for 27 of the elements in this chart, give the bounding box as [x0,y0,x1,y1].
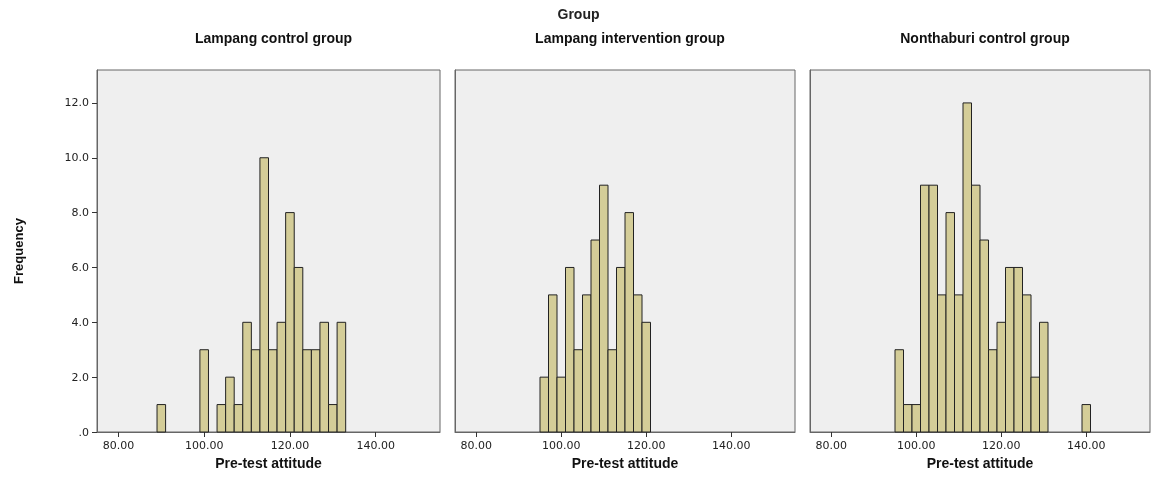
x-tick-label: 100.00 [542,439,581,452]
chart-title: Lampang intervention group [535,30,725,46]
y-tick-label: .0 [78,425,89,439]
y-tick-label: 4.0 [71,315,89,329]
x-tick-label: 140.00 [712,439,751,452]
y-axis-title: Frequency [11,217,26,284]
x-tick-label: 80.00 [102,439,135,452]
x-tick-label: 80.00 [815,439,847,452]
x-axis-title: Pre-test attitude [215,455,322,471]
y-tick-label: 10.0 [64,151,89,165]
x-axis-title: Pre-test attitude [571,455,679,471]
x-tick-label: 100.00 [184,439,224,452]
x-tick-label: 120.00 [270,439,310,452]
chart-title: Lampang control group [194,30,353,46]
x-tick-label: 80.00 [460,439,492,452]
text: Group [556,6,601,22]
x-tick-label: 100.00 [897,439,936,452]
x-tick-label: 120.00 [982,439,1021,452]
y-tick-label: 8.0 [71,206,89,220]
x-axis-title: Pre-test attitude [926,455,1034,471]
x-tick-label: 140.00 [1067,439,1106,452]
y-tick-label: 6.0 [71,260,89,274]
y-tick-label: 12.0 [64,96,89,110]
x-tick-label: 120.00 [627,439,666,452]
y-tick-label: 2.0 [71,370,89,384]
chart-title: Nonthaburi control group [900,30,1070,46]
x-tick-label: 140.00 [356,439,395,452]
